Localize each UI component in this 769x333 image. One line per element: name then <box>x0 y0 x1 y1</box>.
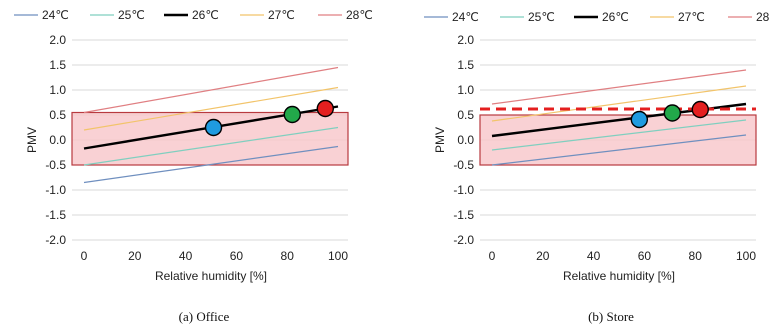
chart-caption: (b) Store <box>588 309 634 324</box>
y-tick-label: 1.5 <box>457 58 474 72</box>
y-tick-label: -2.0 <box>453 233 474 247</box>
legend-label: 24℃ <box>452 10 479 24</box>
y-tick-label: -1.5 <box>453 208 474 222</box>
data-marker <box>283 105 301 124</box>
x-tick-label: 80 <box>281 249 295 263</box>
y-axis-title: PMV <box>433 127 447 153</box>
series-line-25 <box>491 119 747 151</box>
y-tick-label: 2.0 <box>457 33 474 47</box>
x-tick-label: 100 <box>328 249 348 263</box>
data-marker <box>630 110 649 129</box>
data-marker <box>204 118 223 137</box>
legend-label: 28℃ <box>756 10 769 24</box>
data-marker <box>316 99 334 118</box>
y-tick-label: 1.0 <box>49 83 66 97</box>
y-tick-label: -1.0 <box>453 183 474 197</box>
y-tick-label: 0.5 <box>457 108 474 122</box>
legend-label: 25℃ <box>118 8 145 22</box>
legend-label: 28℃ <box>346 8 373 22</box>
y-tick-label: 2.0 <box>49 33 66 47</box>
y-tick-label: -0.5 <box>453 158 474 172</box>
data-marker <box>691 100 709 119</box>
x-tick-label: 40 <box>179 249 193 263</box>
series-line-24 <box>83 145 339 184</box>
x-tick-label: 20 <box>128 249 142 263</box>
y-tick-label: -0.5 <box>45 158 66 172</box>
x-tick-label: 40 <box>587 249 601 263</box>
series-line-27 <box>491 85 747 122</box>
comfort-band <box>479 114 757 166</box>
x-tick-label: 60 <box>230 249 244 263</box>
legend-label: 24℃ <box>42 8 69 22</box>
y-axis-title: PMV <box>25 127 39 153</box>
legend-label: 27℃ <box>268 8 295 22</box>
x-tick-label: 80 <box>689 249 703 263</box>
legend-label: 25℃ <box>528 10 555 24</box>
y-tick-label: 1.5 <box>49 58 66 72</box>
x-tick-label: 60 <box>638 249 652 263</box>
x-tick-label: 20 <box>536 249 550 263</box>
y-tick-label: -2.0 <box>45 233 66 247</box>
y-tick-label: 0.0 <box>49 133 66 147</box>
x-tick-label: 0 <box>81 249 88 263</box>
y-tick-label: 1.0 <box>457 83 474 97</box>
y-tick-label: -1.5 <box>45 208 66 222</box>
x-tick-label: 0 <box>489 249 496 263</box>
legend-label: 27℃ <box>678 10 705 24</box>
series-line-24 <box>491 134 747 166</box>
legend-label: 26℃ <box>192 8 219 22</box>
x-axis-title: Relative humidity [%] <box>155 269 267 283</box>
series-line-25 <box>83 126 339 166</box>
series-line-28 <box>83 66 339 114</box>
x-tick-label: 100 <box>736 249 756 263</box>
chart-caption: (a) Office <box>179 309 230 324</box>
series-line-28 <box>491 69 747 105</box>
chart-office: -2.0 -1.5 -1.0 -0.5 0.0 0.5 1.0 1.5 2.0 0 20 40 60 80… <box>14 8 373 324</box>
y-tick-label: -1.0 <box>45 183 66 197</box>
chart-store: -2.0 -1.5 -1.0 -0.5 0.0 0.5 1.0 1.5 2.0 0 20 40 60 80… <box>424 10 769 324</box>
legend-label: 26℃ <box>602 10 629 24</box>
data-marker <box>663 104 682 122</box>
y-tick-label: 0.5 <box>49 108 66 122</box>
x-axis-title: Relative humidity [%] <box>563 269 675 283</box>
series-line-27 <box>83 86 339 131</box>
y-tick-label: 0.0 <box>457 133 474 147</box>
